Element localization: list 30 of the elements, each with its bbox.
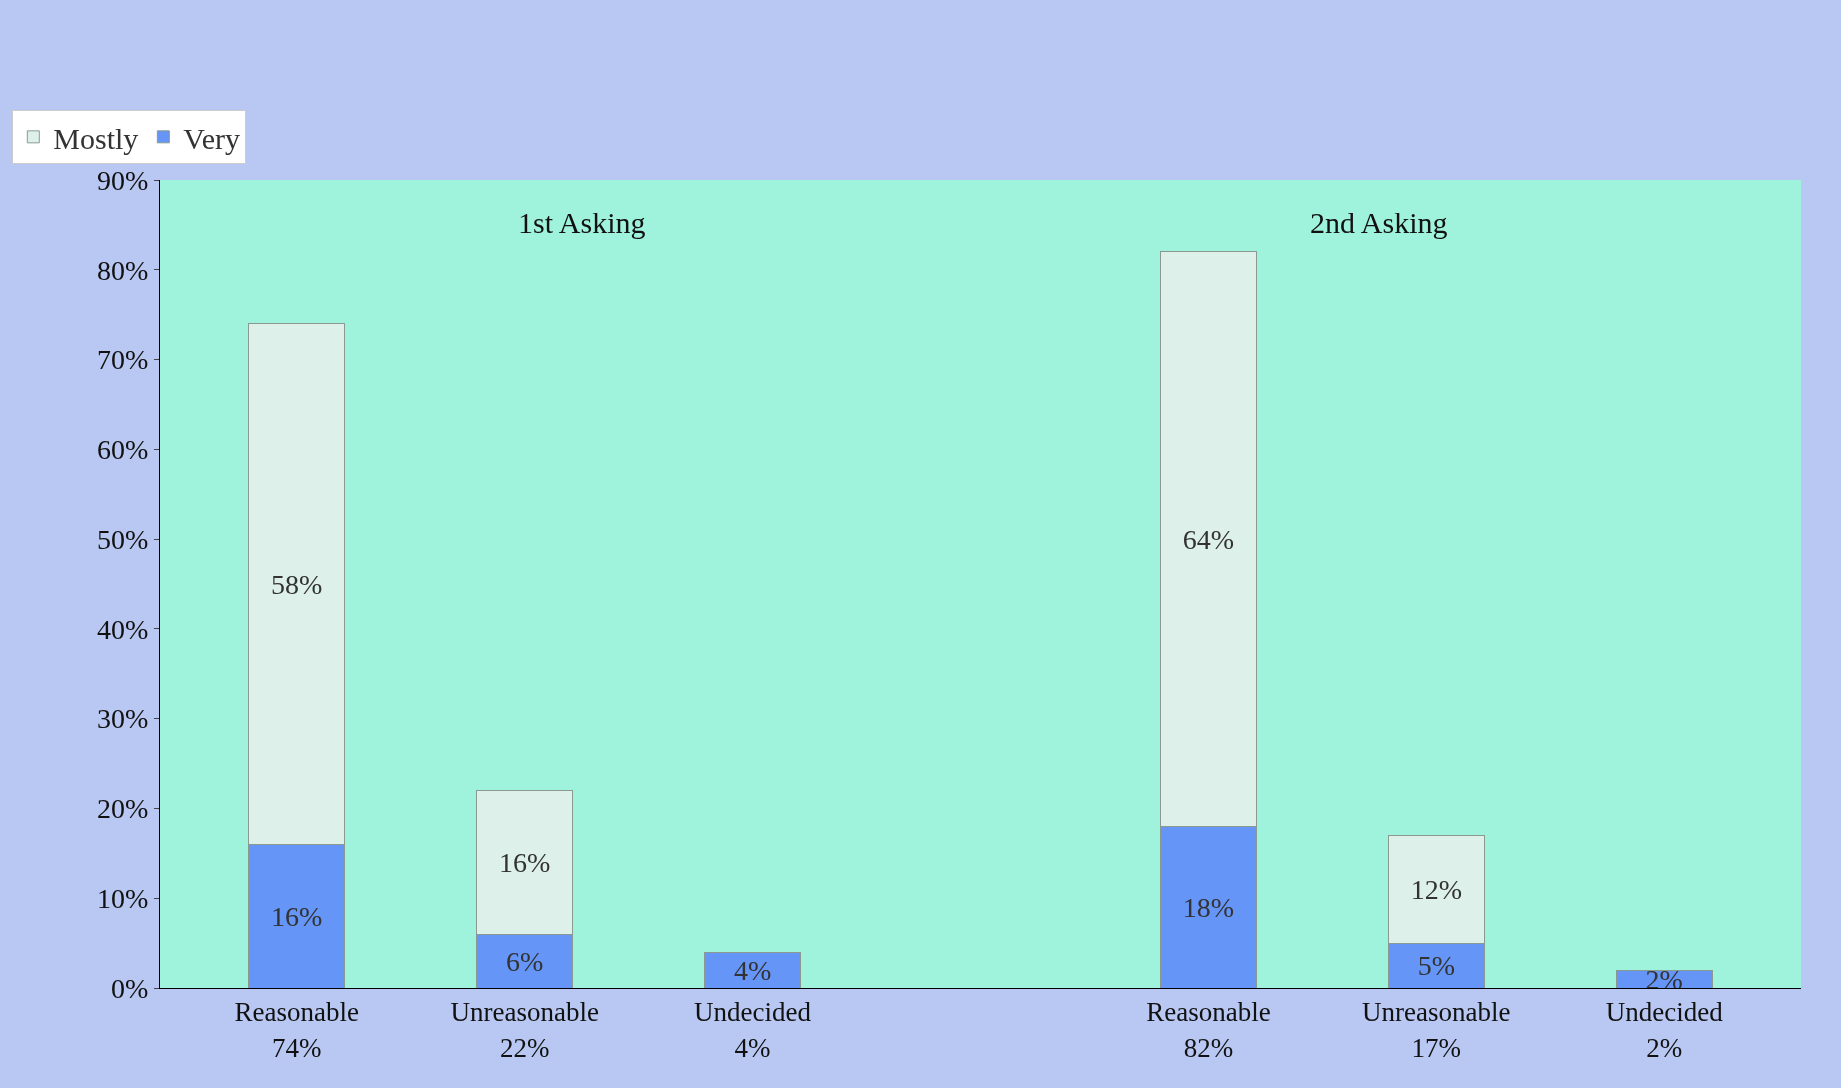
annotation: 2nd Asking: [1310, 206, 1448, 239]
data-label: 16%: [271, 900, 323, 932]
y-tick-label: 60%: [97, 434, 149, 466]
data-label: 16%: [499, 846, 551, 878]
y-tick-label: 70%: [97, 344, 149, 376]
legend-label: Very: [183, 121, 240, 155]
data-label: 6%: [506, 945, 544, 977]
y-tick-label: 50%: [97, 523, 149, 555]
y-tick-label: 90%: [97, 164, 149, 196]
data-label: 18%: [1182, 891, 1235, 923]
data-label: 64%: [1182, 523, 1235, 555]
x-tick-label: Undecided 4%: [694, 997, 812, 1063]
x-tick-label: Reasonable 82%: [1146, 997, 1271, 1063]
annotation: 1st Asking: [518, 206, 646, 239]
y-tick-label: 40%: [97, 613, 149, 645]
x-tick-label: Undecided 2%: [1605, 997, 1724, 1063]
x-tick-label: Unreasonable 22%: [450, 997, 599, 1063]
data-label: 4%: [733, 954, 772, 986]
x-tick-label: Unreasonable 17%: [1362, 997, 1511, 1063]
bar: [704, 951, 801, 988]
y-tick-label: 30%: [97, 703, 149, 735]
legend-label: Mostly: [53, 121, 139, 155]
x-tick-label: Reasonable 74%: [234, 997, 359, 1063]
y-tick-label: 10%: [97, 883, 149, 915]
data-label: 5%: [1417, 950, 1455, 982]
y-tick-label: 20%: [97, 793, 149, 825]
y-tick-label: 80%: [97, 254, 149, 286]
data-label: 12%: [1410, 873, 1462, 905]
y-tick-label: 0%: [111, 972, 149, 1004]
data-label: 58%: [271, 568, 323, 600]
